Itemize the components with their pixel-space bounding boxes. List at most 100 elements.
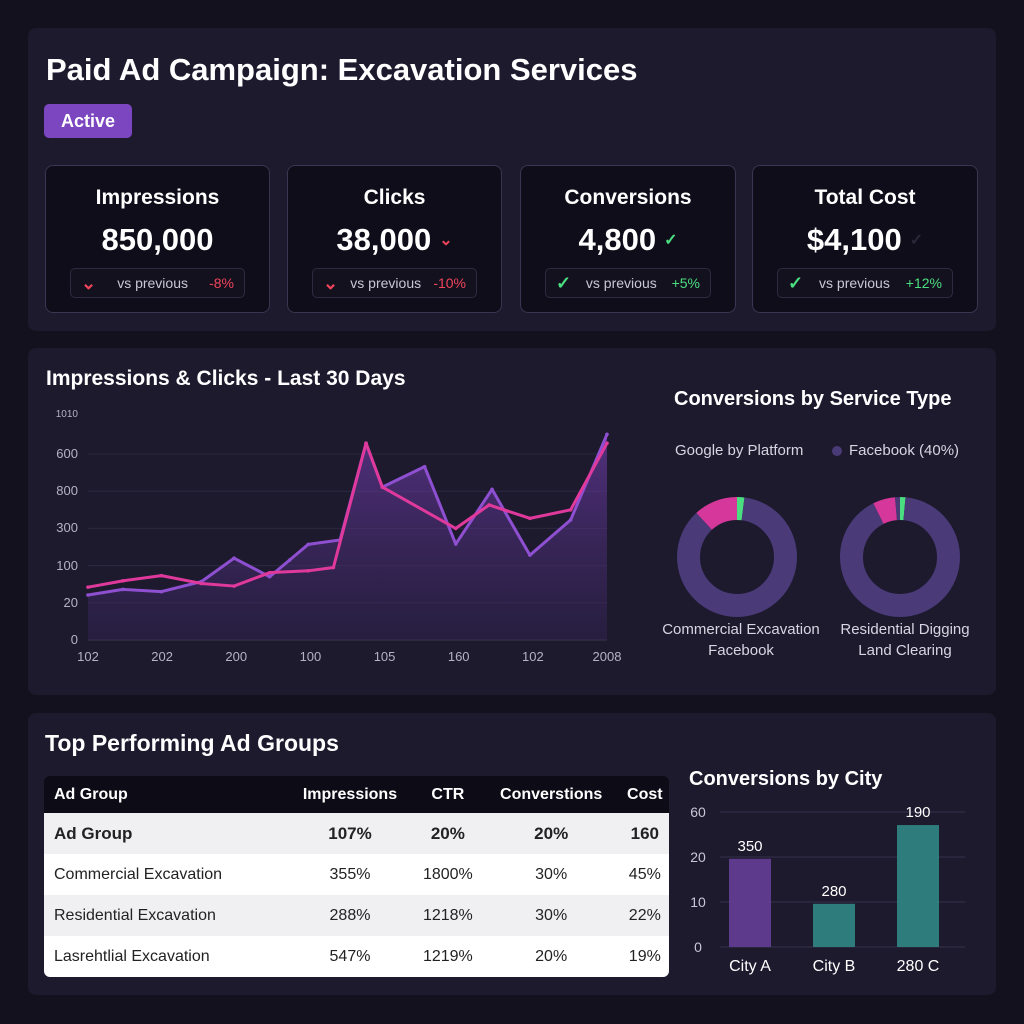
y-tick-label: 20 <box>690 849 706 865</box>
line-chart <box>86 432 609 641</box>
donut2-label2: Land Clearing <box>858 642 952 659</box>
data-point <box>568 508 573 512</box>
bar-city-a[interactable] <box>729 858 771 947</box>
status-badge[interactable]: Active <box>44 104 132 138</box>
col-impressions[interactable]: Impressions <box>285 776 415 813</box>
data-point <box>306 569 311 573</box>
y-tick-label: 0 <box>694 939 702 955</box>
data-point <box>487 503 491 507</box>
impressions-area <box>88 434 607 640</box>
bar-data-label: 280 <box>821 883 846 900</box>
table-cell: 107% <box>285 813 415 854</box>
data-point <box>232 584 236 588</box>
y-tick-label: 0 <box>70 632 78 647</box>
data-point <box>159 589 164 594</box>
data-point <box>159 573 164 578</box>
data-point <box>267 574 272 579</box>
table-cell: 355% <box>285 854 415 895</box>
kpi-change: +12% <box>905 275 942 291</box>
table-cell: 160 <box>620 813 669 854</box>
x-category-label: City B <box>813 958 856 975</box>
kpi-card-clicks[interactable]: Clicks 38,000 ⌄ ⌄ vs previous -10% <box>287 165 502 313</box>
x-tick-label: 2008 <box>592 649 622 664</box>
kpi-value-row: 4,800 ✓ <box>521 222 735 258</box>
table-cell: 1800% <box>414 854 482 895</box>
table-cell: 547% <box>285 936 415 977</box>
data-point <box>453 542 458 546</box>
kpi-value-row: 38,000 ⌄ <box>288 222 501 258</box>
kpi-title: Impressions <box>95 186 220 209</box>
x-category-label: 280 C <box>897 958 940 975</box>
table-cell: Commercial Excavation <box>44 854 286 895</box>
bar-data-label: 350 <box>737 838 762 855</box>
kpi-card-conversions[interactable]: Conversions 4,800 ✓ ✓ vs previous +5% <box>520 165 736 313</box>
kpi-change: +5% <box>671 275 700 291</box>
chevron-down-icon: ⌄ <box>81 272 97 293</box>
x-category-label: City A <box>729 958 771 975</box>
kpi-title: Conversions <box>564 186 692 209</box>
table-cell: 19% <box>620 936 669 977</box>
kpi-value: 4,800 <box>578 222 657 257</box>
data-point <box>364 441 368 446</box>
donut-segment <box>840 497 960 617</box>
x-tick-label: 105 <box>373 649 396 664</box>
table-title: Top Performing Ad Groups <box>45 730 339 756</box>
chevron-down-icon: ⌄ <box>439 232 453 249</box>
col-conversions[interactable]: Converstions <box>481 776 621 813</box>
check-icon: ✓ <box>664 232 678 249</box>
data-point <box>568 518 573 522</box>
y-tick-label: 10 <box>690 894 706 910</box>
page-title: Paid Ad Campaign: Excavation Services <box>46 52 638 87</box>
chevron-down-icon: ⌄ <box>323 272 339 293</box>
table-cell: Residential Excavation <box>44 895 286 936</box>
data-point <box>199 581 204 586</box>
x-tick-label: 202 <box>151 649 173 664</box>
table-cell: 20% <box>481 936 621 977</box>
table-cell: 30% <box>481 895 621 936</box>
donut-charts <box>677 497 960 617</box>
donut-segment <box>840 497 960 617</box>
col-cost[interactable]: Cost <box>620 776 669 813</box>
kpi-card-impressions[interactable]: Impressions 850,000 ⌄ vs previous -8% <box>45 165 270 313</box>
table-row[interactable]: Lasrehtlial Excavation 547% 1219% 20% 19% <box>44 936 669 977</box>
table-cell: 20% <box>481 813 621 854</box>
table-cell: 20% <box>414 813 482 854</box>
col-ad-group[interactable]: Ad Group <box>44 776 286 813</box>
x-tick-label: 200 <box>225 649 248 664</box>
data-point <box>453 526 458 531</box>
y-tick-label: 100 <box>56 557 78 573</box>
check-icon: ✓ <box>909 232 924 249</box>
bar-280-c[interactable] <box>897 825 939 947</box>
bar-city-b[interactable] <box>813 903 855 947</box>
table-cell: Lasrehtlial Excavation <box>44 936 286 977</box>
data-point <box>86 585 90 589</box>
kpi-change: -10% <box>433 275 466 291</box>
table-cell: 1219% <box>414 936 482 977</box>
kpi-value: 850,000 <box>101 222 214 257</box>
col-ctr[interactable]: CTR <box>414 776 482 813</box>
y-tick-label: 300 <box>56 520 78 536</box>
data-point <box>490 487 494 492</box>
y-tick-label: 20 <box>63 594 78 610</box>
table-cell: 45% <box>620 854 669 895</box>
data-point <box>528 553 532 557</box>
x-tick-label: 160 <box>447 649 470 664</box>
table-row[interactable]: Ad Group 107% 20% 20% 160 <box>44 813 669 854</box>
data-point <box>86 593 90 597</box>
legend-google: Google by Platform <box>675 442 804 459</box>
y-tick-label: 800 <box>56 483 78 499</box>
bar-data-label: 190 <box>905 804 930 821</box>
data-point <box>306 542 311 547</box>
kpi-card-total-cost[interactable]: Total Cost $4,100 ✓ ✓ vs previous +12% <box>752 165 978 313</box>
table-row[interactable]: Residential Excavation 288% 1218% 30% 22% <box>44 895 669 936</box>
donut-segment <box>677 497 797 617</box>
kpi-comparison: ✓ vs previous +5% <box>545 268 711 298</box>
donut1-label2: Facebook <box>708 642 774 659</box>
kpi-value: 38,000 <box>336 222 432 257</box>
check-icon: ✓ <box>788 272 804 293</box>
data-point <box>605 432 609 437</box>
table-row[interactable]: Commercial Excavation 355% 1800% 30% 45% <box>44 854 669 895</box>
data-point <box>380 485 385 489</box>
legend-facebook: Facebook (40%) <box>849 442 960 459</box>
y-tick-label: 60 <box>690 804 706 820</box>
